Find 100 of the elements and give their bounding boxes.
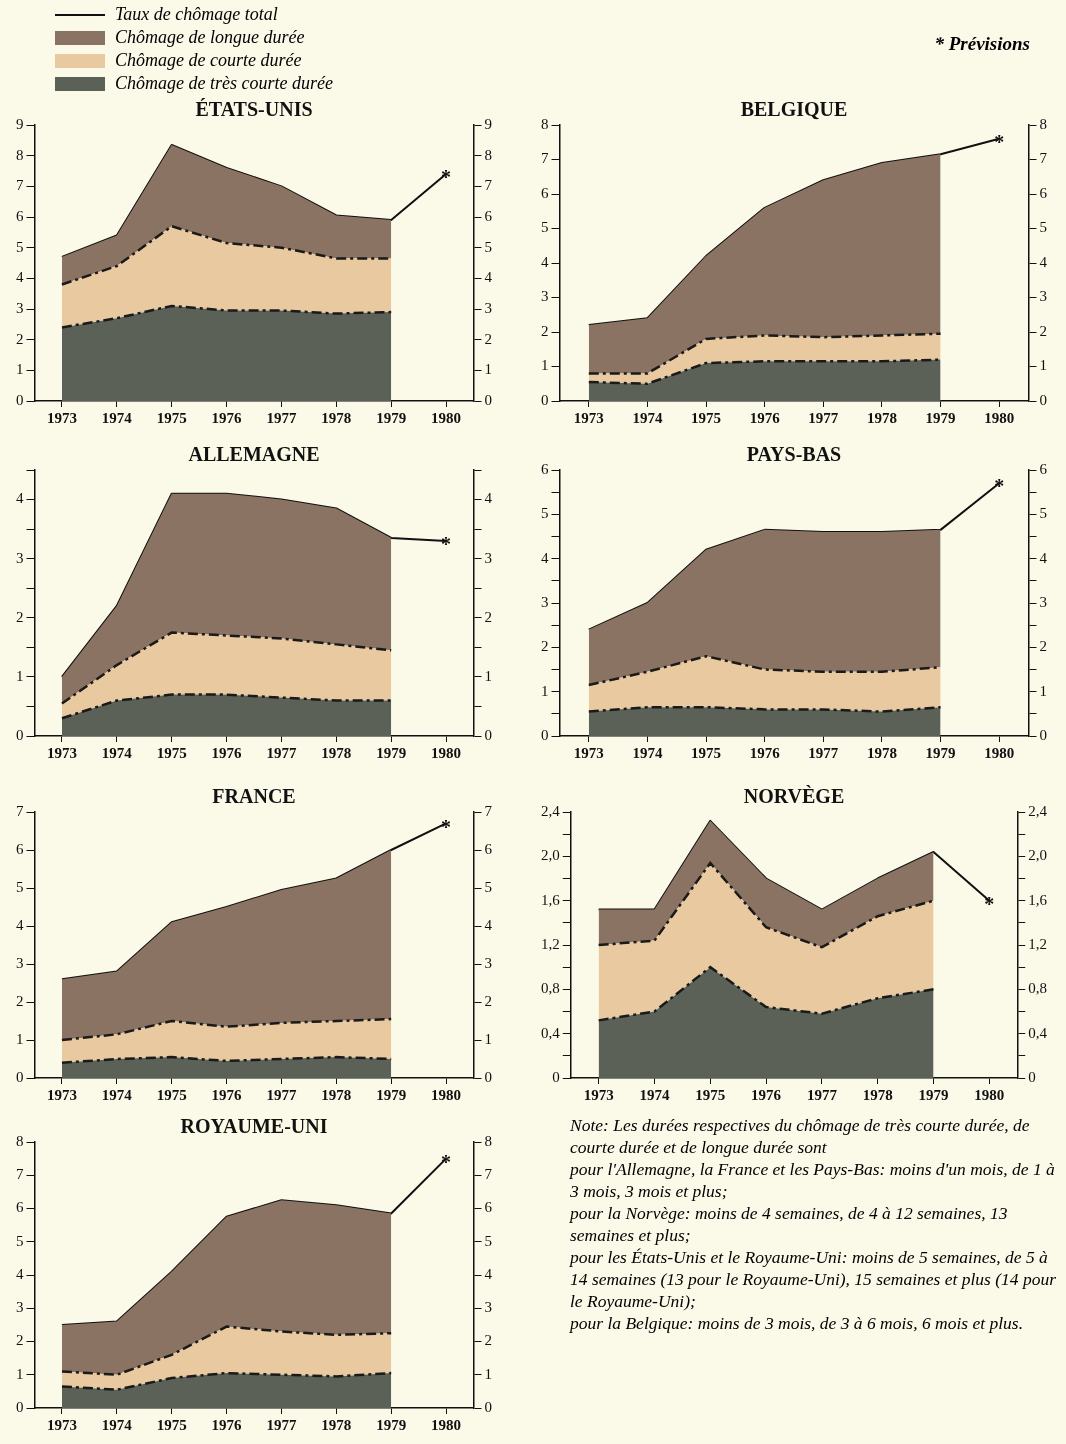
y-tick-label: 2 [541,322,549,339]
y2-tick-label: 1 [484,667,492,684]
y-tick-label: 0 [552,1068,560,1085]
y-tick-label: 6 [16,207,24,224]
y2-tick-label: 2,0 [1028,847,1047,864]
y-tick-label: 6 [16,840,24,857]
y-tick-label: 2 [16,330,24,347]
y-tick-label: 2,0 [541,847,560,864]
x-tick-label: 1974 [101,1416,133,1433]
y2-tick-label: 0 [484,1398,492,1415]
chart-title: BELGIQUE [740,98,848,121]
y2-tick-label: 0,4 [1028,1024,1048,1041]
y2-tick-label: 1 [484,361,492,378]
legend-label: Taux de chômage total [115,3,278,26]
y2-tick-label: 0 [1028,1068,1036,1085]
y2-tick-label: 5 [484,1232,492,1249]
y-tick-label: 6 [541,460,549,477]
text: pour les États-Unis et le Royaume-Uni: moins de 5 semaines, de 5 à 14 semaines (13 pour le Royaume-Uni), 15 semaines et plus (14 pour le Royaume-Uni); [570,1246,1058,1312]
chart-title: NORVÈGE [743,785,845,808]
x-tick-label: 1973 [46,1086,77,1103]
y-tick-label: 4 [16,269,24,286]
x-tick-label: 1974 [101,1086,133,1103]
y-tick-label: 0 [16,1398,24,1415]
x-tick-label: 1979 [925,744,956,761]
x-tick-label: 1976 [211,1416,243,1433]
y2-tick-label: 5 [1039,219,1047,236]
x-tick-label: 1979 [376,1086,407,1103]
y2-tick-label: 1 [484,1030,492,1047]
x-tick-label: 1975 [156,744,187,761]
x-tick-label: 1973 [46,744,77,761]
x-tick-label: 1974 [639,1086,670,1103]
chart-title: ROYAUME-UNI [180,1115,328,1138]
x-tick-label: 1973 [46,409,77,426]
y2-tick-label: 7 [484,177,493,194]
y2-tick-label: 8 [1039,115,1047,132]
y2-tick-label: 6 [484,207,493,224]
y-tick-label: 1 [16,361,24,378]
x-tick-label: 1973 [46,1416,77,1433]
y2-tick-label: 3 [1039,593,1047,610]
y2-tick-label: 2 [1039,638,1047,655]
y-tick-label: 0,4 [541,1024,561,1041]
y-tick-label: 0 [16,1068,24,1085]
y-tick-label: 2 [16,608,24,625]
x-tick-label: 1975 [695,1086,726,1103]
y2-tick-label: 4 [484,1265,493,1282]
y2-tick-label: 3 [484,299,492,316]
x-tick-label: 1974 [101,744,133,761]
legend-label: Chômage de courte durée [115,49,302,72]
y2-tick-label: 5 [484,238,492,255]
y-tick-label: 5 [16,1232,24,1249]
y2-tick-label: 4 [1039,253,1048,270]
x-tick-label: 1980 [431,744,462,761]
y2-tick-label: 3 [484,549,492,566]
x-tick-label: 1980 [431,1416,462,1433]
y2-tick-label: 2 [484,330,492,347]
y2-tick-label: 1 [1039,357,1047,374]
x-tick-label: 1980 [431,1086,462,1103]
y-tick-label: 4 [16,916,24,933]
text: pour la Belgique: moins de 3 mois, de 3 à 6 mois, 6 mois et plus. [570,1312,1025,1334]
y-tick-label: 1,6 [541,891,561,908]
y2-tick-label: 7 [484,1166,493,1183]
x-tick-label: 1977 [808,409,839,426]
y2-tick-label: 7 [484,802,493,819]
y-tick-label: 9 [16,115,24,132]
y2-tick-label: 0 [484,1068,492,1085]
chart-title: ÉTATS-UNIS [195,98,313,121]
x-tick-label: 1976 [751,1086,782,1103]
y2-tick-label: 6 [1039,460,1048,477]
x-tick-label: 1976 [211,409,243,426]
x-tick-label: 1975 [156,1416,187,1433]
y2-tick-label: 0 [484,391,492,408]
x-tick-label: 1976 [749,744,781,761]
y2-tick-label: 6 [1039,184,1048,201]
y-tick-label: 3 [16,1299,24,1316]
y2-tick-label: 2 [484,992,492,1009]
chart-title: FRANCE [212,785,296,808]
y-tick-label: 6 [16,1199,24,1216]
y-tick-label: 1 [16,1365,24,1382]
y-tick-label: 4 [16,490,24,507]
legend-label: Chômage de longue durée [115,26,305,49]
y-tick-label: 5 [541,505,549,522]
y-tick-label: 3 [16,954,24,971]
x-tick-label: 1974 [101,409,133,426]
x-tick-label: 1978 [321,744,352,761]
y-tick-label: 7 [16,177,24,194]
y2-tick-label: 3 [1039,288,1047,305]
x-tick-label: 1980 [984,744,1015,761]
y-tick-label: 0 [16,726,24,743]
y-tick-label: 0,8 [541,980,560,997]
x-tick-label: 1976 [211,744,243,761]
y2-tick-label: 0 [1039,391,1047,408]
y-tick-label: 0 [541,726,549,743]
y2-tick-label: 1 [1039,682,1047,699]
x-tick-label: 1977 [266,409,297,426]
chart-title: ALLEMAGNE [188,443,320,466]
y2-tick-label: 9 [484,115,492,132]
y-tick-label: 2 [16,1332,24,1349]
y-tick-label: 4 [541,253,549,270]
x-tick-label: 1980 [974,1086,1005,1103]
x-tick-label: 1977 [808,744,839,761]
